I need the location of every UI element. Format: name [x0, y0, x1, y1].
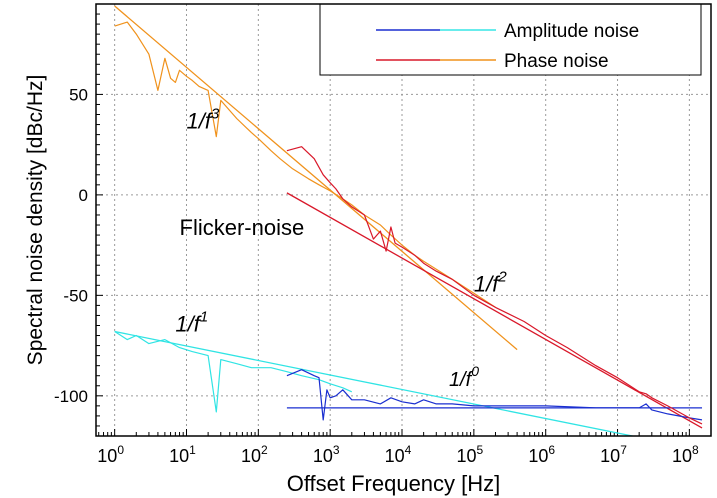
- legend: Amplitude noise Phase noise: [319, 3, 702, 76]
- series-line: [286, 369, 703, 421]
- annotation-exponent: 0: [471, 363, 479, 379]
- y-tick-labels: 50 0 -50 -100: [54, 85, 88, 405]
- x-tick-exponent: 7: [620, 443, 627, 457]
- y-tick-label: 0: [79, 186, 88, 205]
- legend-box: [319, 3, 702, 76]
- x-tick-exponent: 1: [189, 443, 196, 457]
- annotation-exponent: 1: [200, 309, 208, 326]
- x-tick-label: 107: [600, 443, 627, 466]
- x-tick-label: 102: [241, 443, 268, 466]
- x-tick-exponent: 8: [692, 443, 699, 457]
- x-tick-exponent: 2: [261, 443, 268, 457]
- x-axis-label: Offset Frequency [Hz]: [287, 471, 501, 496]
- x-tick-base: 10: [169, 446, 189, 466]
- y-tick-label: -100: [54, 387, 88, 406]
- x-tick-exponent: 5: [477, 443, 484, 457]
- series-line: [114, 21, 496, 308]
- slope-annotation: 1/f2: [474, 268, 507, 296]
- x-tick-exponent: 3: [333, 443, 340, 457]
- legend-label: Phase noise: [504, 51, 609, 72]
- x-tick-base: 10: [456, 446, 476, 466]
- slope-annotation: 1/f1: [175, 309, 208, 337]
- y-tick-label: -50: [63, 286, 88, 305]
- x-tick-label: 103: [313, 443, 340, 466]
- annotation-exponent: 3: [211, 106, 220, 123]
- legend-label: Amplitude noise: [504, 21, 639, 42]
- x-tick-base: 10: [528, 446, 548, 466]
- x-tick-exponent: 6: [548, 443, 555, 457]
- fit-line: [286, 192, 703, 429]
- fit-line: [114, 330, 636, 436]
- slope-annotation: 1/f0: [449, 363, 479, 391]
- x-tick-label: 108: [672, 443, 699, 466]
- x-tick-exponent: 0: [117, 443, 124, 457]
- annotation-base: 1/f: [175, 312, 202, 337]
- annotation-base: 1/f: [186, 109, 213, 134]
- annotation-base: 1/f: [449, 369, 474, 391]
- y-tick-label: 50: [69, 85, 88, 104]
- x-tick-labels: 100 101 102 103 104 105 106 107 108: [97, 443, 699, 466]
- plot-frame: [95, 3, 712, 437]
- series-line: [286, 146, 703, 425]
- x-tick-base: 10: [385, 446, 405, 466]
- fit-line: [114, 5, 518, 351]
- plot-area: [114, 5, 703, 436]
- x-tick-base: 10: [313, 446, 333, 466]
- x-tick-base: 10: [241, 446, 261, 466]
- x-tick-label: 105: [456, 443, 483, 466]
- x-tick-label: 106: [528, 443, 555, 466]
- slope-annotation: 1/f3: [186, 106, 219, 134]
- flicker-noise-label: Flicker-noise: [180, 215, 305, 240]
- annotation-base: 1/f: [474, 271, 501, 296]
- x-tick-base: 10: [672, 446, 692, 466]
- x-tick-base: 10: [600, 446, 620, 466]
- x-tick-label: 101: [169, 443, 196, 466]
- x-tick-base: 10: [97, 446, 117, 466]
- x-tick-label: 100: [97, 443, 124, 466]
- y-axis-label: Spectral noise density [dBc/Hz]: [24, 75, 47, 366]
- x-tick-exponent: 4: [405, 443, 412, 457]
- annotation-exponent: 2: [497, 268, 507, 285]
- x-tick-label: 104: [385, 443, 412, 466]
